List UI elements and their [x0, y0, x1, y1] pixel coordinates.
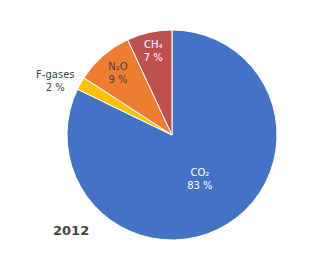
svg-text:CH₄7 %: CH₄7 % — [144, 39, 163, 63]
svg-text:F-gases2 %: F-gases2 % — [36, 69, 74, 93]
svg-text:N₂O9 %: N₂O9 % — [108, 61, 127, 85]
svg-text:2012: 2012 — [53, 223, 89, 238]
svg-text:CO₂83 %: CO₂83 % — [187, 167, 212, 191]
